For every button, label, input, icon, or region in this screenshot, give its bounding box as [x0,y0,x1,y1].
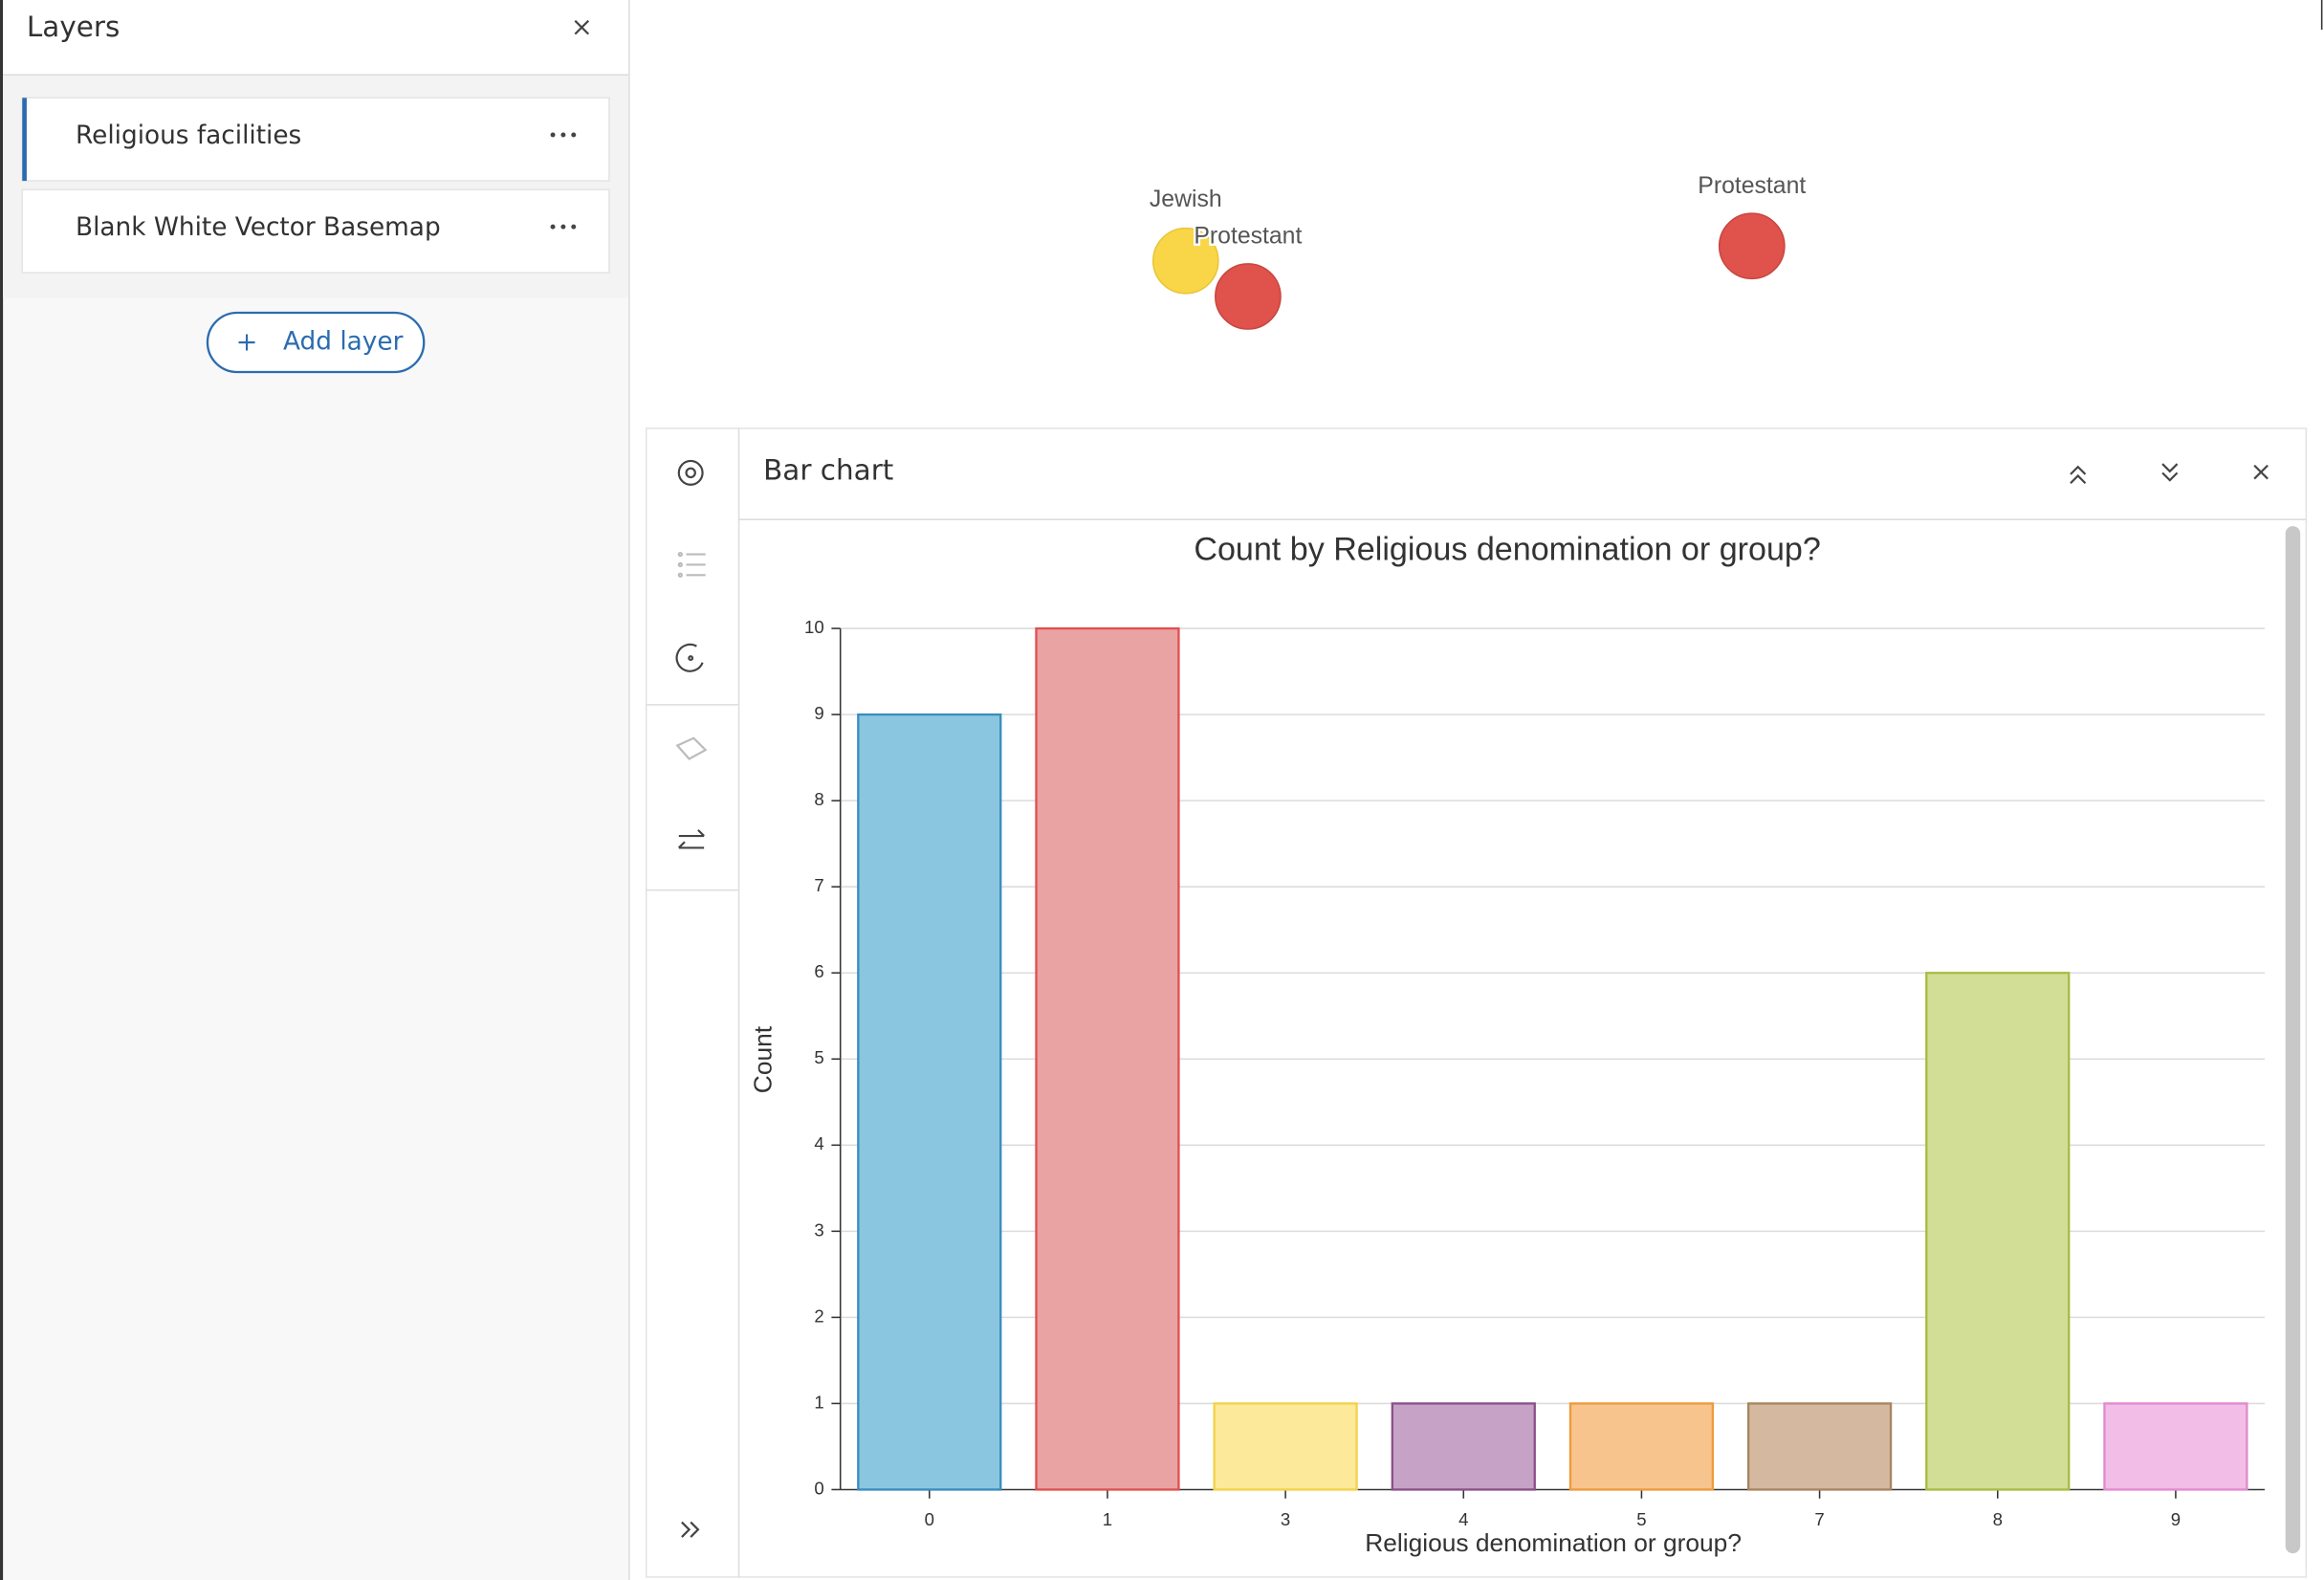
panel-edge [0,0,4,1580]
layer-item[interactable] [21,97,610,182]
y-tick-label: 9 [814,703,823,723]
bar [2103,1402,2248,1491]
panel-title: Layers [27,11,120,43]
map-label: Jewish [1150,187,1222,212]
bar [1035,626,1180,1491]
y-tick-label: 0 [814,1478,823,1498]
panel-header [3,0,629,75]
map-label: Protestant [1194,224,1302,250]
map-label: Protestant [1698,173,1806,199]
expand-button[interactable] [681,1521,700,1538]
bar [1746,1402,1893,1491]
layer-name: Blank White Vector Basemap [76,213,441,242]
x-axis-title: Religious denomination or group? [1365,1528,1742,1557]
y-tick-label: 5 [814,1047,823,1067]
y-tick-label: 10 [804,617,824,637]
y-tick-label: 6 [814,961,823,981]
close-button[interactable] [2253,464,2269,480]
x-tick-label: 0 [925,1509,934,1529]
x-tick-label: 7 [1814,1509,1824,1529]
y-tick-label: 7 [814,875,823,895]
legend-button[interactable] [677,551,706,578]
scrollbar[interactable] [2285,526,2301,1554]
y-tick-label: 3 [814,1219,823,1240]
close-button[interactable] [574,19,590,35]
x-tick-label: 1 [1103,1509,1112,1529]
bar [1925,972,2071,1491]
x-tick-label: 9 [2171,1509,2181,1529]
maximize-button[interactable] [2070,465,2087,484]
map-point[interactable] [1151,227,1219,295]
button-label: Add layer [283,327,404,356]
add-layer-button[interactable] [206,311,426,374]
chart-title: Count by Religious denomination or group… [1194,531,1820,567]
x-tick-label: 5 [1636,1509,1646,1529]
x-tick-label: 8 [1993,1509,2003,1529]
panel-title: Bar chart [763,453,893,486]
layer-menu[interactable] [550,132,577,138]
minimize-button[interactable] [2161,463,2179,482]
plus-icon [238,334,255,351]
selected-indicator [22,98,27,182]
bar [857,713,1002,1491]
rotate-button[interactable] [675,643,704,672]
bar [1391,1402,1536,1491]
map-point[interactable] [1718,212,1786,280]
map-point[interactable] [1215,263,1282,330]
layer-item[interactable] [21,188,610,274]
x-tick-label: 4 [1458,1509,1468,1529]
y-tick-label: 8 [814,789,823,809]
y-tick-label: 2 [814,1306,823,1326]
bar [1213,1402,1358,1491]
clear-button[interactable] [675,736,708,760]
bar [1568,1402,1715,1491]
layer-menu[interactable] [550,224,577,230]
settings-button[interactable] [677,459,704,486]
y-axis-title: Count [749,1025,778,1093]
swap-button[interactable] [678,829,705,849]
y-tick-label: 4 [814,1133,823,1153]
x-tick-label: 3 [1281,1509,1290,1529]
layer-name: Religious facilities [76,121,301,150]
y-tick-label: 1 [814,1392,823,1412]
